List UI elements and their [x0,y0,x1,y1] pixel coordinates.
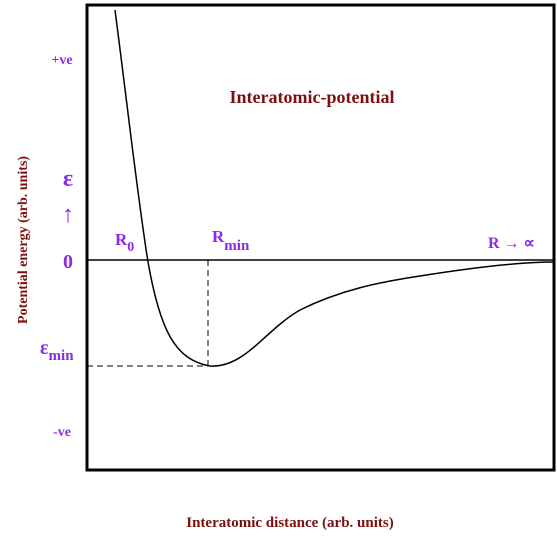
rmin-base: R [212,227,225,246]
energy-arrow: ↑ [62,202,74,228]
title: Interatomic-potential [230,87,395,107]
y-axis-label: Potential energy (arb. units) [16,156,31,324]
rinf-label: R → ∝ [488,235,535,252]
zero-label: 0 [63,251,73,273]
negative-label: -ve [53,425,71,440]
energy-symbol: ε [63,166,73,192]
r0-label: R0 [115,230,134,255]
rmin-sub: min [224,238,250,254]
emin-base: ε [40,337,49,359]
rmin-label: Rmin [212,227,250,254]
potential-curve [114,9,555,367]
x-axis-label: Interatomic distance (arb. units) [186,515,393,531]
r0-base: R [115,230,128,249]
frame [85,3,556,472]
emin-label: εmin [40,337,74,364]
emin-sub: min [49,348,75,364]
r0-sub: 0 [127,240,134,255]
positive-label: +ve [51,53,72,68]
